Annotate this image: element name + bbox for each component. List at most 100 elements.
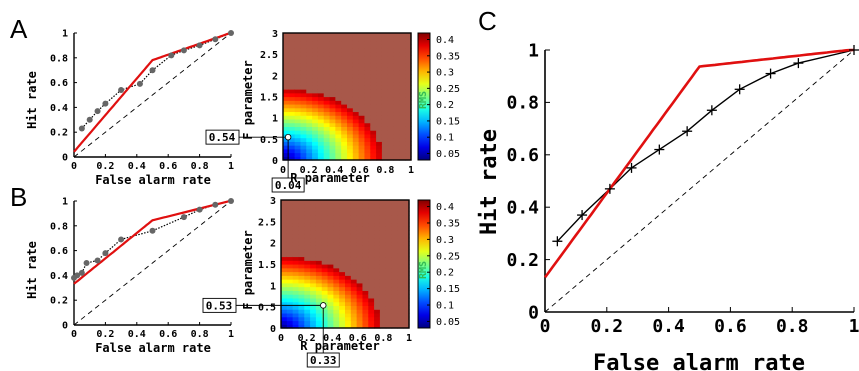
heatmap-cell: [300, 156, 307, 161]
heatmap-cell: [288, 111, 296, 116]
heatmap-cell: [339, 286, 346, 291]
heatmap-cell: [397, 271, 404, 276]
heatmap-cell: [350, 309, 358, 314]
heatmap-cell: [329, 111, 336, 116]
heatmap-cell: [350, 290, 358, 295]
heatmap-cell: [385, 301, 393, 307]
heatmap-cell: [347, 148, 354, 154]
colorbar-tick-label: 0.15: [436, 116, 460, 127]
heatmap-cell: [387, 47, 395, 53]
heatmap-cell: [381, 96, 389, 101]
heatmap-cell: [315, 294, 323, 299]
heatmap-cell: [393, 152, 400, 157]
heatmap-cell: [381, 44, 389, 49]
heatmap-cell: [350, 260, 358, 265]
y-axis-label: F parameter: [241, 230, 255, 309]
heatmap-cell: [294, 44, 302, 49]
heatmap-cell: [381, 89, 389, 94]
heatmap-cell: [374, 312, 381, 318]
heatmap-cell: [339, 312, 346, 318]
heatmap-cell: [364, 55, 371, 60]
colorbar-tick-label: 0.2: [436, 268, 454, 279]
heatmap-cell: [306, 62, 313, 68]
heatmap-cell: [333, 290, 340, 295]
heatmap-cell: [358, 55, 366, 60]
heatmap-cell: [339, 215, 346, 220]
chance-line: [544, 49, 855, 313]
heatmap-cell: [345, 245, 352, 250]
heatmap-cell: [385, 275, 393, 280]
heatmap-cell: [333, 200, 340, 205]
heatmap-cell: [335, 141, 342, 146]
heatmap-cell: [304, 245, 311, 250]
colorbar-tick-label: 0.35: [436, 218, 460, 229]
heatmap-cell: [306, 44, 313, 49]
heatmap-cell: [298, 222, 305, 227]
heatmap-cell: [379, 279, 387, 284]
heatmap-cell: [352, 111, 360, 116]
heatmap-cell: [370, 145, 377, 150]
y-tick-label: 0.8: [50, 221, 68, 232]
heatmap-cell: [317, 36, 325, 42]
heatmap-cell: [333, 260, 340, 265]
heatmap-cell: [358, 148, 366, 154]
heatmap-cell: [385, 200, 393, 205]
heatmap-cell: [312, 126, 319, 131]
heatmap-cell: [358, 77, 366, 83]
heatmap-cell: [391, 301, 398, 307]
heatmap-cell: [281, 245, 288, 250]
heatmap-cell: [300, 148, 307, 154]
heatmap-cell: [294, 122, 302, 127]
heatmap-cell: [387, 74, 395, 79]
heatmap-cell: [393, 51, 400, 57]
heatmap-cell: [315, 290, 323, 295]
heatmap-cell: [376, 74, 383, 79]
heatmap-cell: [312, 36, 319, 42]
heatmap-cell: [286, 248, 294, 254]
heatmap-cell: [321, 320, 329, 325]
heatmap-cell: [368, 286, 375, 291]
heatmap-cell: [281, 230, 288, 235]
heatmap-cell: [292, 200, 300, 205]
heatmap-cell: [304, 211, 311, 216]
heatmap-cell: [379, 324, 387, 329]
heatmap-cell: [347, 111, 354, 116]
heatmap-cell: [317, 126, 325, 131]
heatmap-cell: [397, 200, 404, 205]
heatmap-cell: [391, 222, 398, 227]
heatmap-cell: [315, 226, 323, 231]
heatmap-cell: [347, 96, 354, 101]
heatmap-cell: [350, 294, 358, 299]
heatmap-cell: [286, 245, 294, 250]
heatmap-cell: [379, 316, 387, 322]
heatmap-cell: [379, 237, 387, 243]
heatmap-cell: [335, 47, 342, 53]
heatmap-cell: [387, 70, 395, 75]
heatmap-cell: [391, 271, 398, 276]
heatmap-cell: [317, 156, 325, 161]
heatmap-cell: [306, 74, 313, 79]
heatmap-cell: [397, 309, 404, 314]
heatmap-cell: [374, 271, 381, 276]
heatmap-cell: [364, 152, 371, 157]
heatmap-cell: [317, 74, 325, 79]
heatmap-cell: [405, 81, 412, 86]
heatmap-cell: [379, 252, 387, 258]
heatmap-cell: [281, 222, 288, 227]
heatmap-cell: [333, 286, 340, 291]
x-tick-label: 0.6: [349, 333, 367, 344]
colorbar-tick-label: 0.1: [436, 133, 454, 144]
heatmap-cell: [315, 305, 323, 310]
heatmap-cell: [391, 260, 398, 265]
heatmap-cell: [364, 145, 371, 150]
heatmap-cell: [283, 145, 290, 150]
heatmap-cell: [333, 267, 340, 273]
heatmap-cell: [310, 301, 317, 307]
heatmap-cell: [329, 122, 336, 127]
heatmap-cell: [306, 85, 313, 90]
x-tick-label: 0.2: [96, 161, 114, 172]
heatmap-cell: [374, 222, 381, 227]
heatmap-cell: [292, 248, 300, 254]
heatmap-cell: [399, 92, 406, 98]
heatmap-cell: [335, 55, 342, 60]
